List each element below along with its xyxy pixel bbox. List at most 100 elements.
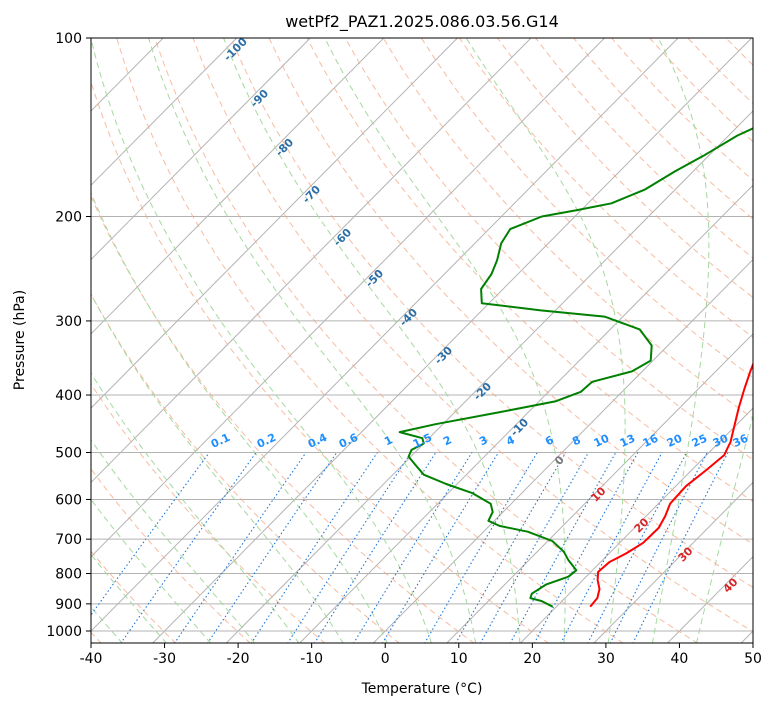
isotherm-line <box>299 184 753 643</box>
moist-adiabat <box>91 191 388 643</box>
mixing-ratio-label: 0.4 <box>306 431 329 451</box>
x-axis-label: Temperature (°C) <box>361 681 483 697</box>
mixing-ratio-line <box>91 452 210 616</box>
x-tick-label: -30 <box>153 651 176 667</box>
isopleth-labels: -100-90-80-70-60-50-40-30-20-10010203040… <box>209 35 751 596</box>
mixing-ratio-label: 16 <box>641 432 661 450</box>
axis-ticks: -40 -30 -20 -10 0 10 20 30 40 5010020030040050060… <box>46 31 762 667</box>
mixing-ratio-line <box>533 452 639 643</box>
isotherm-line <box>151 38 752 643</box>
dry-adiabat <box>382 38 753 419</box>
moist-adiabat <box>148 38 477 643</box>
plot-frame <box>90 37 754 644</box>
dry-adiabat <box>154 38 699 643</box>
isotherm-line <box>519 407 753 643</box>
mixing-ratio-line <box>250 452 378 643</box>
dry-adiabat <box>91 468 251 643</box>
isotherm-line <box>91 38 532 484</box>
dry-adiabats <box>91 38 775 644</box>
moist-adiabat <box>91 38 432 643</box>
dry-adiabat-label: -30 <box>432 344 455 367</box>
dry-adiabat-label: -20 <box>471 380 494 403</box>
isotherm-line <box>225 110 753 643</box>
y-tick-label: 500 <box>55 445 82 461</box>
dry-adiabat-label: 10 <box>589 484 609 504</box>
mixing-ratio-label: 1 <box>382 433 394 448</box>
y-tick-label: 700 <box>55 532 82 548</box>
x-tick-label: 10 <box>450 651 468 667</box>
mixing-ratio-label: 8 <box>570 433 582 448</box>
y-tick-label: 800 <box>55 567 82 583</box>
isotherm-line <box>372 258 753 643</box>
grid-layer <box>91 38 753 643</box>
temperature-profile-line <box>589 361 753 608</box>
moist-adiabat <box>651 38 710 643</box>
mixing-ratio-lines <box>91 452 729 643</box>
moist-adiabat <box>91 439 256 643</box>
dry-adiabat <box>192 38 753 633</box>
x-tick-label: -20 <box>227 651 250 667</box>
dry-adiabat-label: 40 <box>721 575 741 595</box>
y-tick-label: 900 <box>55 597 82 613</box>
mixing-ratio-line <box>382 452 499 643</box>
mixing-ratio-label: 0.2 <box>255 431 278 451</box>
isotherm-line <box>446 333 753 643</box>
dry-adiabat <box>91 195 475 643</box>
dry-adiabat <box>91 293 400 643</box>
mixing-ratio-line <box>609 452 708 643</box>
mixing-ratio-label: 10 <box>592 432 612 450</box>
dry-adiabat-label: -90 <box>248 87 271 110</box>
mixing-ratio-label: 0.6 <box>337 431 360 451</box>
x-tick-label: -40 <box>80 651 103 667</box>
dry-adiabat <box>91 80 550 643</box>
dry-adiabat-label: -50 <box>363 267 386 290</box>
dry-adiabat <box>268 38 753 545</box>
y-tick-label: 600 <box>55 492 82 508</box>
mixing-ratio-line <box>207 452 338 643</box>
dry-adiabat <box>497 38 753 299</box>
dry-adiabat <box>306 38 753 503</box>
isotherm-line <box>91 38 385 335</box>
mixing-ratio-line <box>314 452 437 643</box>
isotherm-line <box>91 38 458 409</box>
mixing-ratio-line <box>479 452 589 643</box>
y-tick-label: 1000 <box>46 624 82 640</box>
y-tick-label: 100 <box>55 31 82 47</box>
moist-adiabat <box>91 498 212 643</box>
chart-title: wetPf2_PAZ1.2025.086.03.56.G14 <box>285 12 559 32</box>
dry-adiabat-label: 30 <box>676 544 696 564</box>
dewpoint-profile-line <box>398 127 753 608</box>
dry-adiabat <box>764 38 775 644</box>
series-layer <box>398 127 753 608</box>
isotherm-line <box>91 38 238 186</box>
dry-adiabat-label: -80 <box>273 136 296 159</box>
mixing-ratio-line <box>353 452 473 643</box>
mixing-ratio-line <box>560 452 663 643</box>
isotherm-line <box>91 38 311 261</box>
moist-adiabat <box>696 413 753 643</box>
dry-adiabat <box>458 38 753 338</box>
x-tick-label: 50 <box>744 651 762 667</box>
y-axis-label: Pressure (hPa) <box>12 290 28 390</box>
moist-adiabat <box>324 38 566 643</box>
mixing-ratio-line <box>287 452 412 643</box>
dry-adiabat-label: -100 <box>221 35 250 64</box>
dry-adiabat <box>91 383 326 643</box>
dry-adiabat-label: -60 <box>331 226 354 249</box>
isotherm-line <box>91 38 679 632</box>
dry-adiabat <box>344 38 753 461</box>
y-tick-label: 200 <box>55 210 82 226</box>
moist-adiabats <box>91 38 753 643</box>
dry-adiabat-label: -40 <box>397 306 420 329</box>
x-tick-label: 0 <box>381 651 390 667</box>
isotherm-line <box>593 481 753 643</box>
dry-adiabat <box>687 38 753 105</box>
dry-adiabat-label: -70 <box>300 183 323 206</box>
x-tick-label: 20 <box>523 651 541 667</box>
moist-adiabat <box>465 38 626 643</box>
mixing-ratio-label: 20 <box>665 432 685 450</box>
mixing-ratio-label: 1.5 <box>411 431 434 451</box>
isotherm-line <box>91 38 605 558</box>
dry-adiabat <box>420 38 753 379</box>
